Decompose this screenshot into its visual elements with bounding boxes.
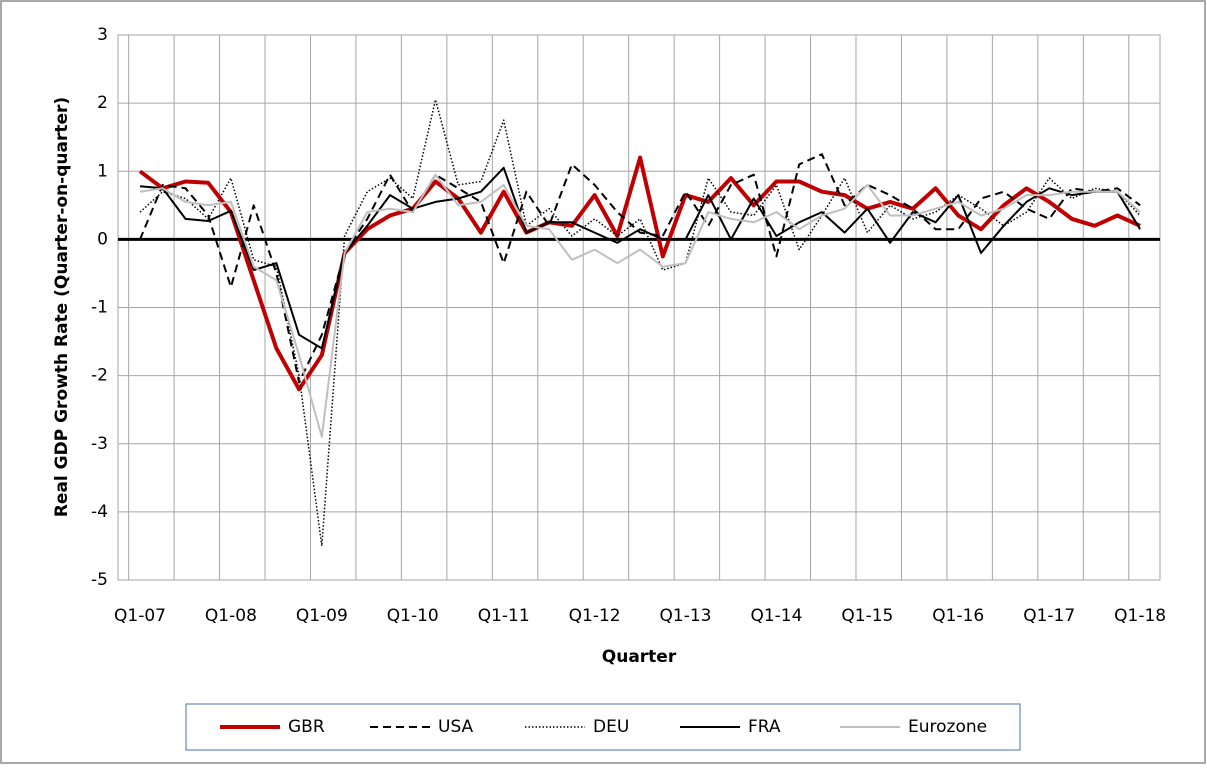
legend-label: Eurozone bbox=[908, 717, 987, 737]
series-line bbox=[139, 153, 1141, 384]
y-tick-label: -2 bbox=[91, 366, 108, 386]
legend-label: DEU bbox=[593, 717, 629, 737]
y-tick-label: 1 bbox=[97, 161, 108, 181]
series-line bbox=[139, 98, 1141, 547]
x-tick-label: Q1-07 bbox=[114, 606, 166, 626]
x-axis-title: Quarter bbox=[602, 647, 677, 667]
x-tick-label: Q1-14 bbox=[750, 606, 802, 626]
x-tick-label: Q1-13 bbox=[660, 606, 712, 626]
x-tick-label: Q1-09 bbox=[296, 606, 348, 626]
series-line bbox=[138, 155, 1141, 392]
x-tick-label: Q1-17 bbox=[1023, 606, 1075, 626]
x-tick-label: Q1-12 bbox=[569, 606, 621, 626]
x-tick-label: Q1-10 bbox=[387, 606, 439, 626]
series-line bbox=[139, 173, 1141, 438]
legend-label: USA bbox=[438, 717, 474, 737]
y-axis-title: Real GDP Growth Rate (Quarter-on-quarter… bbox=[52, 97, 72, 517]
y-tick-label: -5 bbox=[91, 570, 108, 590]
y-tick-label: -4 bbox=[91, 502, 108, 522]
x-tick-label: Q1-15 bbox=[841, 606, 893, 626]
x-tick-label: Q1-08 bbox=[205, 606, 257, 626]
y-tick-label: -3 bbox=[91, 434, 108, 454]
x-tick-label: Q1-18 bbox=[1114, 606, 1166, 626]
plot-border bbox=[117, 34, 1161, 581]
series-line bbox=[139, 166, 1141, 350]
y-tick-label: 2 bbox=[97, 93, 108, 113]
y-tick-label: -1 bbox=[91, 298, 108, 318]
legend-label: FRA bbox=[748, 717, 781, 737]
x-tick-label: Q1-11 bbox=[478, 606, 530, 626]
y-tick-label: 0 bbox=[97, 229, 108, 249]
y-tick-label: 3 bbox=[97, 25, 108, 45]
legend-label: GBR bbox=[288, 717, 325, 737]
x-tick-label: Q1-16 bbox=[932, 606, 984, 626]
